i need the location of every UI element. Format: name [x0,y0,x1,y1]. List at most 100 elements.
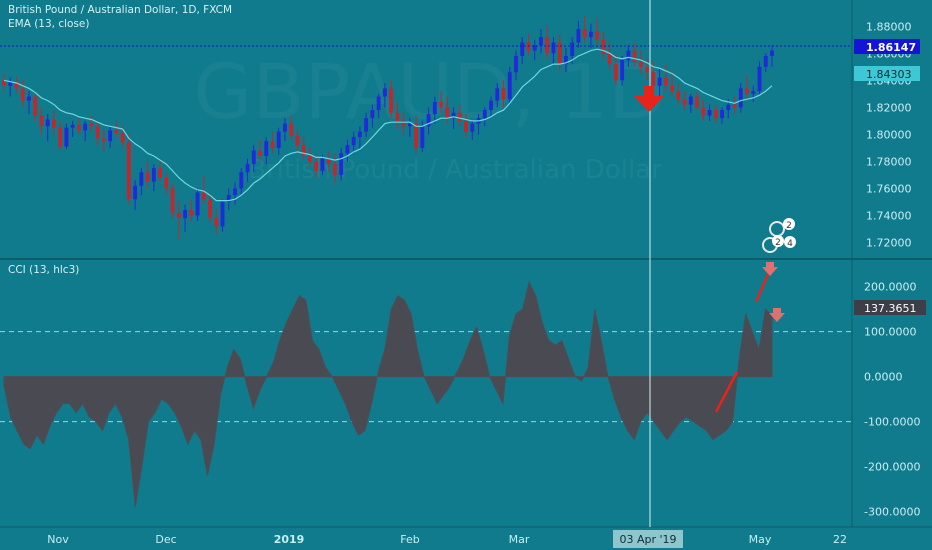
candle [133,180,138,211]
candle [289,115,294,140]
candle [613,53,618,86]
candle [582,15,587,43]
candle [507,66,512,105]
candle [251,145,256,173]
candle [83,120,88,142]
down-arrow-icon[interactable] [769,308,785,322]
time-tick-label: Nov [47,533,69,546]
cci-area [3,280,773,508]
cci-value-badge: 137.3651 [854,300,926,315]
cci-tick-label: -300.0000 [864,506,920,519]
candle [95,120,100,146]
cci-trend-line[interactable] [714,371,739,413]
time-tick-label: 2019 [274,533,305,546]
candle [407,118,412,138]
price-axis[interactable]: 1.880001.860001.840001.820001.800001.780… [866,20,912,249]
svg-text:4: 4 [787,239,793,249]
candle [58,120,63,151]
candle [451,107,456,129]
candle [520,37,525,65]
cci-tick-label: 0.0000 [864,371,903,384]
candle [170,183,175,219]
candle [376,93,381,119]
candle [663,64,668,92]
candle [52,110,56,135]
svg-text:2: 2 [786,221,792,231]
time-tick-label: Mar [509,533,530,546]
candle [426,107,431,135]
candle [763,53,768,73]
candle [45,114,50,142]
candle [276,127,281,155]
price-tick-label: 1.76000 [866,182,912,195]
candle [164,172,169,196]
ema-legend[interactable]: EMA (13, close) [8,18,90,30]
candle [351,131,356,154]
svg-text:2: 2 [775,238,781,248]
candle [526,33,531,56]
candle [638,50,643,74]
time-axis[interactable]: Nov Dec 2019 Feb Mar May 22 [47,533,847,546]
candle [14,76,19,94]
candle [470,120,475,140]
cci-series [3,280,773,508]
price-tick-label: 1.78000 [866,155,912,168]
candle [245,158,250,182]
crosshair-date: 03 Apr '19 [619,533,676,546]
ema-value: 1.84303 [866,68,912,81]
candle [370,104,375,128]
candle [701,99,706,121]
candle [283,118,287,142]
candle [445,96,450,124]
time-tick-label: 22 [833,533,847,546]
cci-tick-label: 100.0000 [864,326,917,339]
cci-tick-label: -100.0000 [864,416,920,429]
event-marker-icon[interactable]: 2 4 [762,235,796,253]
candle [332,153,337,184]
cci-tick-label: 200.0000 [864,281,917,294]
candle [432,96,437,124]
symbol-legend[interactable]: British Pound / Australian Dollar, 1D, F… [8,4,232,16]
candle [20,80,25,108]
candle [326,150,331,173]
candle [195,188,200,221]
candle [707,104,712,121]
candle [532,39,537,61]
sell-arrow-icon[interactable] [634,86,664,112]
candle [364,112,369,138]
down-arrow-icon[interactable] [762,262,778,276]
candle [176,201,181,240]
time-tick-label: May [749,533,772,546]
candle [270,131,275,154]
price-tick-label: 1.72000 [866,236,912,249]
candle [670,72,675,97]
candle [2,73,6,90]
cci-last-value: 137.3651 [864,302,917,315]
candle [738,83,743,113]
candle [489,96,493,119]
candle [745,74,749,100]
candle [401,112,406,135]
candle [101,128,106,152]
price-tick-label: 1.74000 [866,209,912,222]
candle [201,174,206,205]
candle [33,93,38,121]
candle [345,139,350,162]
candle [632,42,637,67]
price-tick-label: 1.82000 [866,101,912,114]
cci-legend[interactable]: CCI (13, hlc3) [8,264,79,276]
candle [220,199,225,232]
candle [389,80,394,119]
candle [551,37,556,65]
candle [395,101,400,129]
candle [482,107,487,127]
candle [301,137,306,159]
event-marker-icon[interactable]: 2 [769,218,795,237]
candle [89,115,94,132]
candle [39,107,44,135]
cci-axis[interactable]: 200.0000 100.0000 0.0000 -100.0000 -200.0000… [0,281,920,519]
candle [695,91,700,111]
candle [720,107,724,124]
